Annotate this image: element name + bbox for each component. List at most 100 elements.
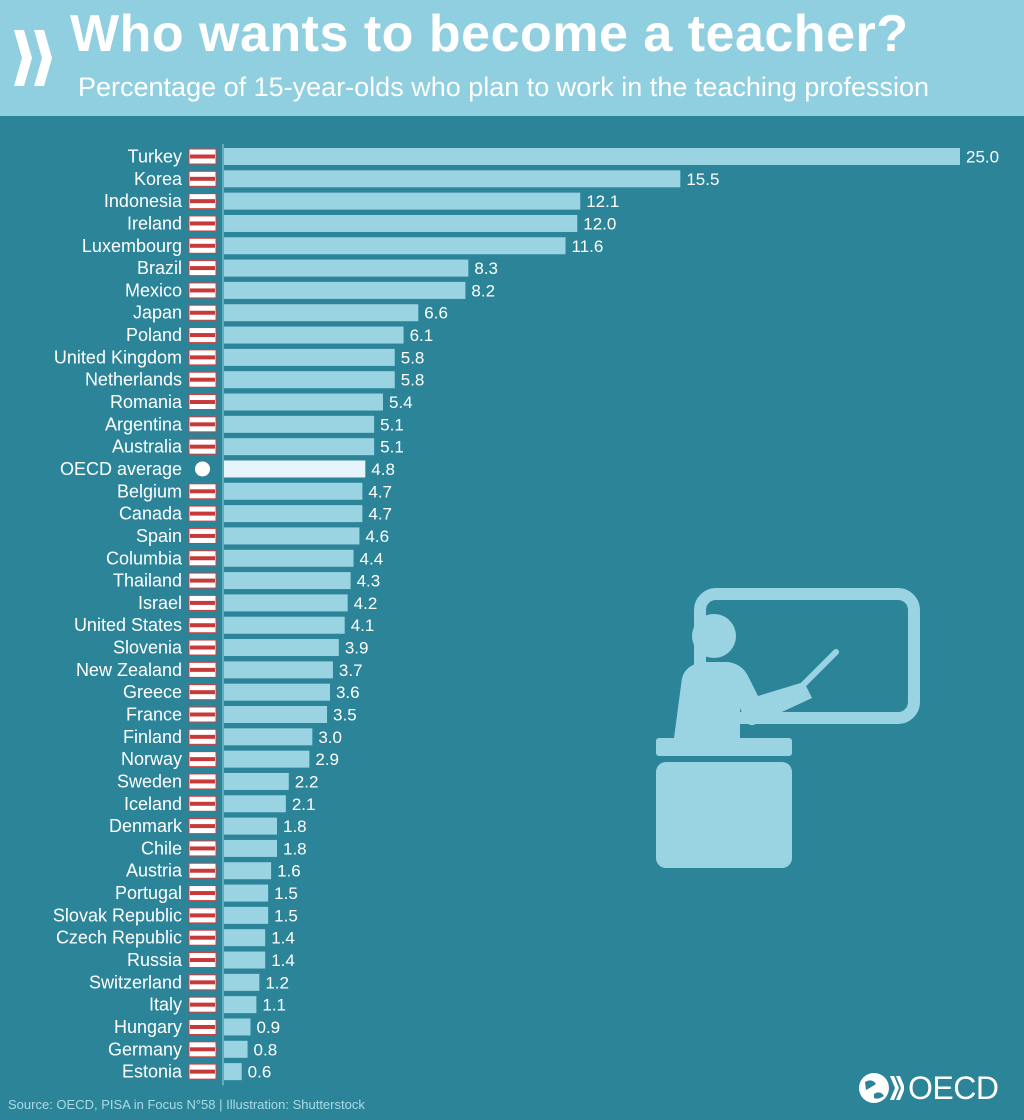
flag-stripe — [190, 645, 215, 650]
value-label: 3.5 — [333, 706, 357, 725]
value-label: 0.6 — [248, 1063, 272, 1082]
category-label: Argentina — [105, 414, 183, 434]
globe-icon — [859, 1073, 904, 1103]
flag-stripe — [190, 734, 215, 739]
bar — [224, 1040, 248, 1058]
flag-stripe — [190, 310, 215, 315]
flag-stripe — [190, 757, 215, 762]
category-label: Hungary — [114, 1017, 182, 1037]
flag-stripe — [190, 333, 215, 338]
bar — [224, 772, 289, 790]
category-label: Austria — [126, 861, 183, 881]
value-label: 2.2 — [295, 772, 319, 791]
flag-stripe — [190, 1069, 215, 1074]
category-label: Columbia — [106, 548, 183, 568]
bar — [224, 728, 313, 746]
category-label: New Zealand — [76, 660, 182, 680]
bar — [224, 683, 330, 701]
bar — [224, 795, 286, 813]
value-label: 5.4 — [389, 393, 413, 412]
flag-stripe — [190, 199, 215, 204]
bar — [224, 973, 260, 991]
category-label: Mexico — [125, 280, 182, 300]
category-label: Israel — [138, 593, 182, 613]
category-label: Australia — [112, 437, 183, 457]
category-label: Canada — [119, 504, 183, 524]
category-label: Slovak Republic — [53, 905, 182, 925]
category-label: Poland — [126, 325, 182, 345]
category-label: United Kingdom — [54, 347, 182, 367]
category-label: Denmark — [109, 816, 183, 836]
category-label: Netherlands — [85, 370, 182, 390]
flag-stripe — [190, 779, 215, 784]
value-label: 3.7 — [339, 661, 363, 680]
bar — [224, 259, 469, 277]
chart-panel: Turkey 25.0 Korea 15.5 Indonesia 12.1 Ireland 1… — [8, 118, 1016, 1118]
value-label: 6.1 — [410, 326, 434, 345]
flag-stripe — [190, 623, 215, 628]
value-label: 1.4 — [271, 951, 295, 970]
bar — [224, 661, 333, 679]
category-label: Belgium — [117, 481, 182, 501]
bar — [224, 594, 348, 612]
flag-stripe — [190, 578, 215, 583]
flag-stripe — [190, 712, 215, 717]
value-label: 2.9 — [315, 750, 339, 769]
bar — [224, 572, 351, 590]
value-label: 1.5 — [274, 906, 298, 925]
flag-stripe — [190, 801, 215, 806]
flag-stripe — [190, 980, 215, 985]
bar-chart: Turkey 25.0 Korea 15.5 Indonesia 12.1 Ireland 1… — [53, 144, 999, 1086]
category-label: Norway — [121, 749, 182, 769]
bar — [224, 527, 360, 545]
category-label: Finland — [123, 727, 182, 747]
bar — [224, 1018, 251, 1036]
flag-stripe — [190, 400, 215, 405]
bar — [224, 170, 681, 188]
value-label: 1.1 — [262, 996, 286, 1015]
bar — [224, 348, 395, 366]
category-label: OECD average — [60, 459, 182, 479]
bar — [224, 281, 466, 299]
bar — [224, 371, 395, 389]
flag-stripe — [190, 690, 215, 695]
flag-stripe — [190, 935, 215, 940]
category-label: Italy — [149, 995, 182, 1015]
bar — [224, 415, 375, 433]
bar — [224, 929, 266, 947]
value-label: 5.1 — [380, 438, 404, 457]
value-label: 4.4 — [360, 549, 384, 568]
bar — [224, 214, 578, 232]
value-label: 5.8 — [401, 348, 425, 367]
flag-stripe — [190, 667, 215, 672]
bar — [224, 839, 277, 857]
flag-stripe — [190, 154, 215, 159]
value-label: 4.7 — [368, 482, 392, 501]
oecd-logo-text: OECD — [908, 1070, 999, 1106]
bar — [224, 1063, 242, 1081]
value-label: 0.9 — [256, 1018, 280, 1037]
bar — [224, 750, 310, 768]
value-label: 25.0 — [966, 148, 999, 167]
value-label: 12.0 — [583, 214, 616, 233]
bar — [224, 996, 257, 1014]
bar — [224, 706, 328, 723]
category-label: Estonia — [122, 1062, 183, 1082]
bar — [224, 326, 404, 344]
category-label: Sweden — [117, 771, 182, 791]
value-label: 1.8 — [283, 839, 307, 858]
flag-stripe — [190, 377, 215, 382]
value-label: 4.8 — [371, 460, 395, 479]
value-label: 4.2 — [354, 594, 378, 613]
page-subtitle: Percentage of 15-year-olds who plan to w… — [78, 72, 930, 102]
category-label: Korea — [134, 169, 183, 189]
category-label: Slovenia — [113, 638, 183, 658]
flag-stripe — [190, 422, 215, 427]
value-label: 4.3 — [357, 572, 381, 591]
flag-stripe — [190, 913, 215, 918]
flag-stripe — [190, 243, 215, 248]
flag-stripe — [190, 266, 215, 271]
category-label: Greece — [123, 682, 182, 702]
bar — [224, 192, 581, 210]
category-label: Chile — [141, 838, 182, 858]
